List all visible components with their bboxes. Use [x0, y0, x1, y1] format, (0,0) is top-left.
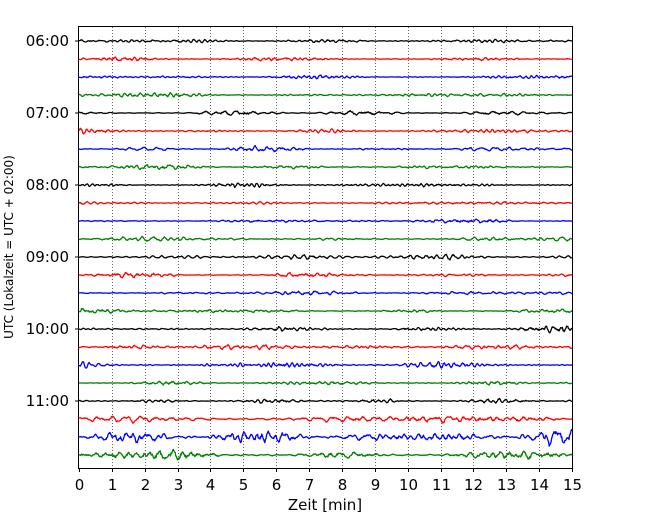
trace-line — [78, 74, 573, 80]
trace-line — [78, 253, 573, 261]
y-axis-label: UTC (Lokalzeit = UTC + 02:00) — [2, 155, 16, 339]
trace-line — [78, 448, 573, 461]
trace-line — [78, 56, 573, 62]
trace-line — [78, 271, 573, 279]
y-tick-label: 07:00 — [26, 104, 69, 122]
x-axis-label: Zeit [min] — [288, 496, 362, 514]
y-tick-label: 09:00 — [26, 248, 69, 266]
trace-line — [78, 290, 573, 296]
x-axis: 0 1 2 3 4 5 6 7 8 9 10 11 12 13 14 15 — [75, 468, 582, 494]
trace-series — [78, 38, 573, 461]
y-tick-label: 08:00 — [26, 176, 69, 194]
x-tick-label: 4 — [206, 476, 216, 494]
trace-line — [78, 344, 573, 351]
trace-line — [78, 127, 573, 135]
x-tick-label: 3 — [174, 476, 184, 494]
x-tick-label: 6 — [272, 476, 282, 494]
trace-line — [78, 235, 573, 242]
trace-line — [78, 164, 573, 170]
trace-line — [78, 218, 573, 224]
y-tick-label: 11:00 — [26, 392, 69, 410]
trace-line — [78, 38, 573, 44]
x-tick-label: 8 — [338, 476, 348, 494]
x-tick-label: 1 — [108, 476, 118, 494]
y-tick-label: 10:00 — [26, 320, 69, 338]
x-tick-label: 10 — [399, 476, 418, 494]
y-axis: 06:00 07:00 08:00 09:00 10:00 11:00 — [26, 32, 79, 410]
trace-line — [78, 429, 573, 447]
plot-frame — [78, 26, 573, 469]
trace-line — [78, 182, 573, 189]
x-tick-label: 0 — [75, 476, 85, 494]
trace-line — [78, 397, 573, 404]
trace-line — [78, 380, 573, 386]
x-tick-label: 15 — [563, 476, 582, 494]
x-tick-label: 13 — [497, 476, 516, 494]
trace-line — [78, 109, 573, 116]
trace-line — [78, 360, 573, 369]
trace-line — [78, 201, 573, 205]
x-tick-label: 12 — [464, 476, 483, 494]
trace-line — [78, 325, 573, 334]
x-tick-label: 11 — [432, 476, 451, 494]
trace-line — [78, 415, 573, 424]
x-tick-label: 7 — [305, 476, 315, 494]
x-tick-label: 14 — [530, 476, 549, 494]
trace-line — [78, 307, 573, 314]
y-tick-label: 06:00 — [26, 32, 69, 50]
x-tick-label: 9 — [371, 476, 381, 494]
trace-line — [78, 92, 573, 98]
trace-line — [78, 144, 573, 153]
x-tick-label: 2 — [141, 476, 151, 494]
x-tick-label: 5 — [239, 476, 249, 494]
